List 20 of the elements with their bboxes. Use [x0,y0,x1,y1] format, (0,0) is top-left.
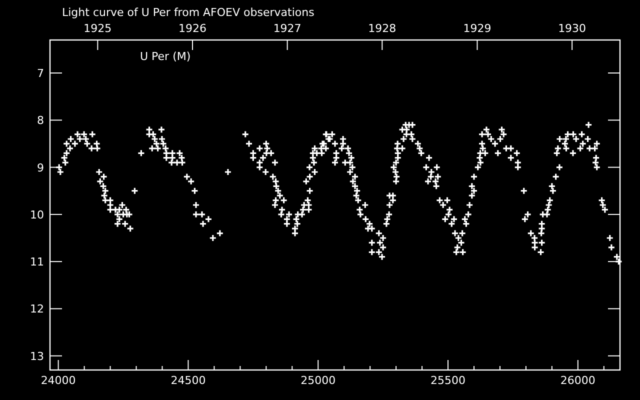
annotation: U Per (M) [140,50,191,63]
y-tick-label: 9 [37,161,44,174]
y-tick-label: 7 [37,67,44,80]
x2-tick-label: 1930 [558,22,586,35]
x-tick-label: 26000 [560,374,596,387]
x2-tick-label: 1929 [463,22,492,35]
x2-tick-label: 1927 [273,22,302,35]
y-tick-label: 13 [30,350,44,363]
y-tick-label: 11 [30,256,44,269]
chart-title: Light curve of U Per from AFOEV observations [62,6,315,19]
x-tick-label: 24500 [170,374,206,387]
x-tick-label: 24000 [40,374,76,387]
y-tick-label: 8 [37,114,44,128]
x2-tick-label: 1926 [178,22,206,35]
x-tick-label: 25000 [300,374,336,387]
y-tick-label: 10 [30,208,44,222]
x2-tick-label: 1925 [84,22,112,35]
y-tick-label: 12 [30,302,44,316]
x-tick-label: 25500 [430,374,466,387]
x2-tick-label: 1928 [368,22,396,35]
